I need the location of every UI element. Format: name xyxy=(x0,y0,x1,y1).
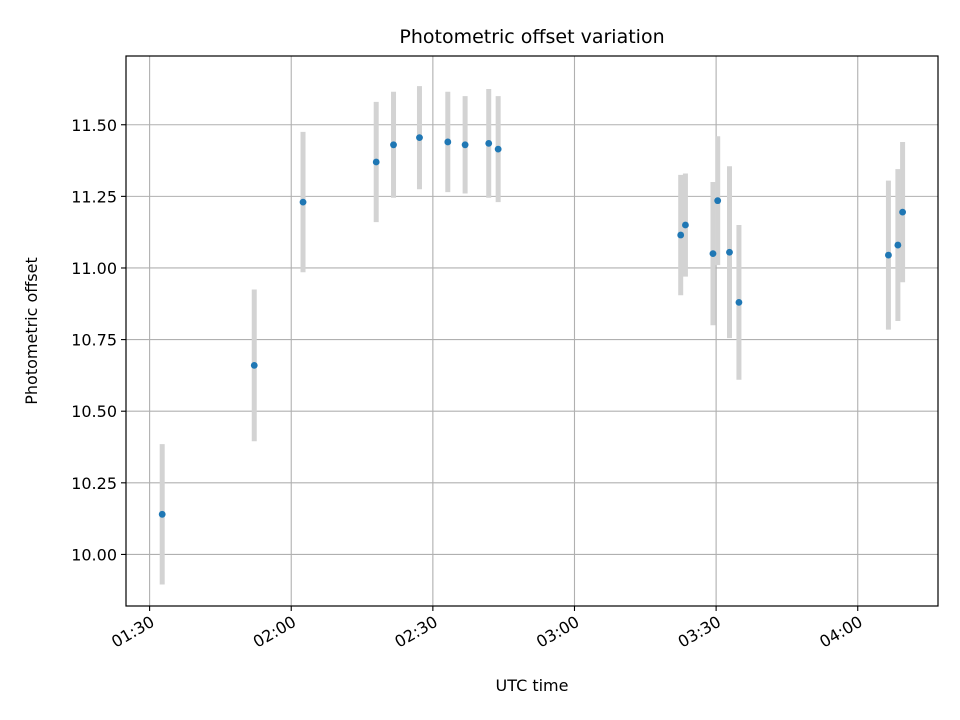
y-tick-label: 10.00 xyxy=(71,545,117,564)
y-tick-label: 11.00 xyxy=(71,259,117,278)
data-point xyxy=(899,208,906,216)
data-points xyxy=(158,134,906,518)
data-point xyxy=(709,250,717,258)
data-point xyxy=(250,361,258,369)
data-point xyxy=(158,510,166,518)
plot-frame xyxy=(125,55,939,607)
data-point xyxy=(894,241,902,249)
y-axis-ticks: 10.00 10.25 10.50 10.75 11.00 11.25 11.50 xyxy=(71,116,126,564)
grid-lines xyxy=(126,56,938,606)
data-point xyxy=(416,134,423,142)
data-point xyxy=(461,141,469,149)
data-point xyxy=(677,231,685,239)
y-axis-label: Photometric offset xyxy=(22,257,41,405)
y-tick-label: 10.25 xyxy=(71,474,117,493)
data-point xyxy=(726,248,733,256)
data-point xyxy=(682,221,689,229)
data-point xyxy=(390,141,397,149)
data-point xyxy=(485,139,493,147)
chart-title: Photometric offset variation xyxy=(399,26,664,48)
data-point xyxy=(299,198,307,206)
y-tick-label: 10.50 xyxy=(71,402,117,421)
y-tick-label: 11.25 xyxy=(71,187,117,206)
data-point xyxy=(372,158,380,166)
y-tick-label: 11.50 xyxy=(71,116,117,135)
data-point xyxy=(494,145,502,153)
x-axis-label: UTC time xyxy=(496,676,569,695)
y-tick-label: 10.75 xyxy=(71,331,117,350)
data-point xyxy=(885,251,892,259)
data-point xyxy=(444,138,452,146)
data-point xyxy=(714,197,722,205)
data-point xyxy=(735,298,743,306)
